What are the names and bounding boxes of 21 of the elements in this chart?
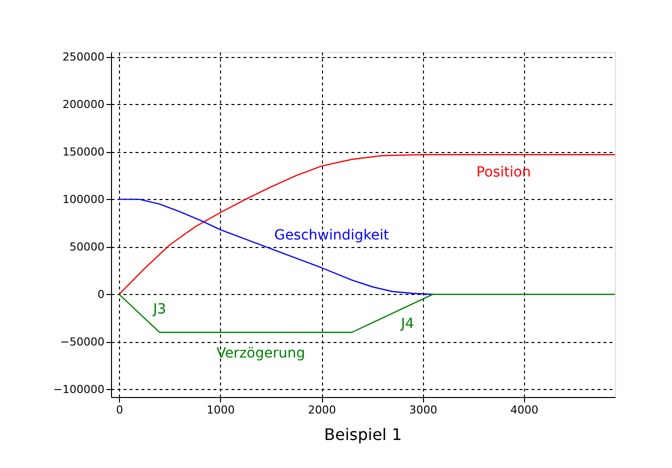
x-tick-label: 2000	[308, 404, 336, 416]
text: Beispiel 1	[324, 425, 402, 444]
x-tick-label: 4000	[510, 404, 538, 416]
x-tick-label: 1000	[206, 404, 235, 416]
y-tick-label: 50000	[70, 240, 104, 254]
line-series	[118, 154, 616, 295]
x-tick-label: 0	[116, 404, 124, 416]
line-series	[118, 198, 434, 295]
series-label: Position	[476, 164, 531, 181]
annotation: J4	[400, 316, 414, 332]
y-tick-label: 100000	[62, 192, 104, 206]
y-tick-label: −50000	[60, 335, 104, 348]
series-label: Verzögerung	[216, 345, 306, 362]
y-tick-label: 0	[98, 288, 104, 301]
series-label: Geschwindigkeit	[274, 227, 390, 244]
y-tick-label: −100000	[53, 382, 104, 396]
y-tick-label: 150000	[62, 145, 104, 158]
x-tick-label: 3000	[409, 404, 438, 416]
y-tick-label: 250000	[62, 50, 104, 64]
y-tick-label: 200000	[62, 98, 104, 111]
annotation: J3	[152, 302, 166, 318]
